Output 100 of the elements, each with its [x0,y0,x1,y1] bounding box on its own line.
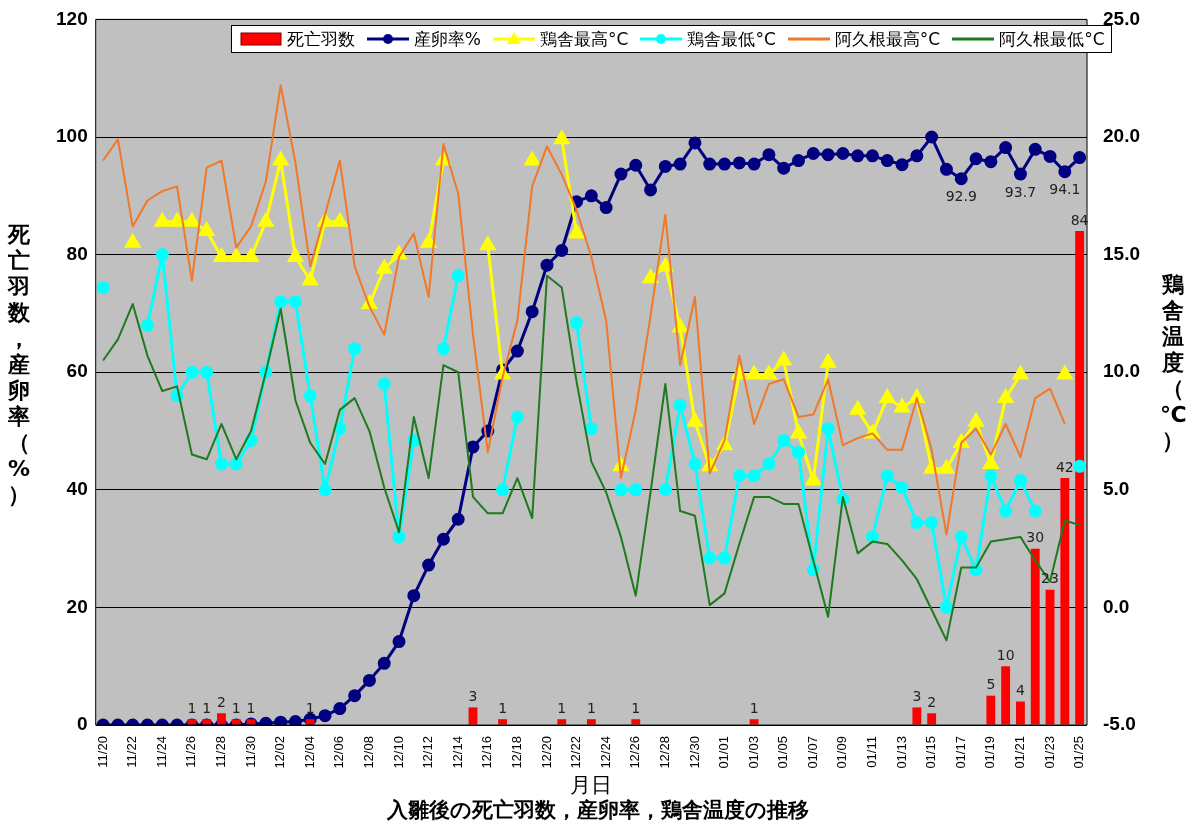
y-tick-label: 80 [66,242,88,264]
text: 死亡羽数，産卵率（%） [7,222,31,508]
point [258,213,274,227]
x-tick-label: 01/13 [893,736,909,769]
point [213,248,230,262]
data-label: 1 [246,699,256,716]
bar [1045,589,1055,725]
x-tick-label: 12/10 [390,736,406,769]
bar [1075,231,1085,725]
point [584,422,598,436]
point [199,222,215,237]
point [451,269,465,283]
point [510,410,524,424]
point [629,483,643,497]
data-label: 93.7 [1004,183,1037,200]
y-tick-label: 0 [77,713,88,735]
data-label: 1 [187,699,197,716]
x-tick-label: 12/14 [449,736,465,769]
point [243,248,259,262]
point [229,457,243,471]
point [348,342,362,356]
point [125,234,141,248]
text: 入雛後の死亡羽数，産卵率，鶏舎温度の推移 [386,797,809,822]
x-tick-label: 11/24 [153,736,169,768]
data-label: 1 [202,699,212,716]
point [554,130,570,145]
point [332,213,348,227]
point [865,530,879,544]
point [496,483,510,497]
point [421,234,437,248]
data-label: 92.9 [945,188,977,205]
point [984,469,998,483]
bar [1030,548,1040,725]
point [1012,366,1028,380]
point [805,471,821,486]
point [154,213,170,227]
y2-tick-label: 25.0 [1103,7,1140,29]
x-tick-label: 12/16 [479,736,495,769]
point [673,398,687,412]
point [155,248,169,262]
point [880,469,894,483]
bar [1001,666,1011,725]
x-tick-label: 01/07 [804,736,820,769]
x-tick-label: 12/02 [272,736,288,769]
point [910,516,924,530]
x-tick-label: 11/20 [94,736,110,768]
bar [1060,478,1070,725]
x-tick-label: 12/22 [568,736,584,769]
point [939,600,953,614]
point [185,365,199,379]
point [302,272,318,286]
point [894,399,910,413]
data-label: 5 [986,676,996,693]
point [850,401,866,415]
point [169,213,185,227]
x-tick-label: 01/15 [923,736,939,769]
point [1073,459,1087,473]
point [214,457,228,471]
point [273,152,289,166]
point [688,457,702,471]
legend-label: 阿久根最高°C [834,29,941,50]
point [376,260,392,274]
bar [557,719,567,725]
data-label: 1 [557,699,567,716]
point [762,457,776,471]
bar [1016,701,1025,725]
y2-tick-label: 10.0 [1103,360,1140,382]
data-label: 94.1 [1049,181,1081,198]
legend-label: 死亡羽数 [286,29,355,50]
x-tick-label: 12/26 [627,736,643,769]
bar [498,719,508,725]
data-label: 1 [305,699,315,716]
point [777,433,791,447]
point [895,480,909,494]
x-tick-label: 12/30 [686,736,702,769]
point [569,224,585,239]
data-label: 1 [586,699,596,716]
point [672,319,688,333]
bar [927,713,937,725]
x-axis-title: 月日 [570,773,613,796]
point [999,504,1013,518]
point [436,342,450,356]
point [303,389,317,403]
bar [586,719,596,725]
y2-tick-label: 20.0 [1103,125,1140,147]
point [718,551,732,565]
y-tick-label: 60 [66,360,88,382]
x-tick-label: 12/18 [508,736,524,769]
y-tick-label: 20 [66,595,88,617]
legend-label: 阿久根最低°C [999,29,1105,50]
point [732,469,746,483]
x-tick-label: 01/03 [745,736,761,769]
point [392,530,406,544]
y2-tick-label: -5.0 [1103,713,1136,735]
data-label: 2 [217,693,226,710]
data-label: 30 [1026,529,1045,546]
x-tick-label: 12/08 [361,736,376,769]
point [687,413,703,427]
y2-axis-title: 鶏舎温度（℃） [1160,272,1187,455]
legend-label: 鶏舎最低°C [687,29,776,50]
